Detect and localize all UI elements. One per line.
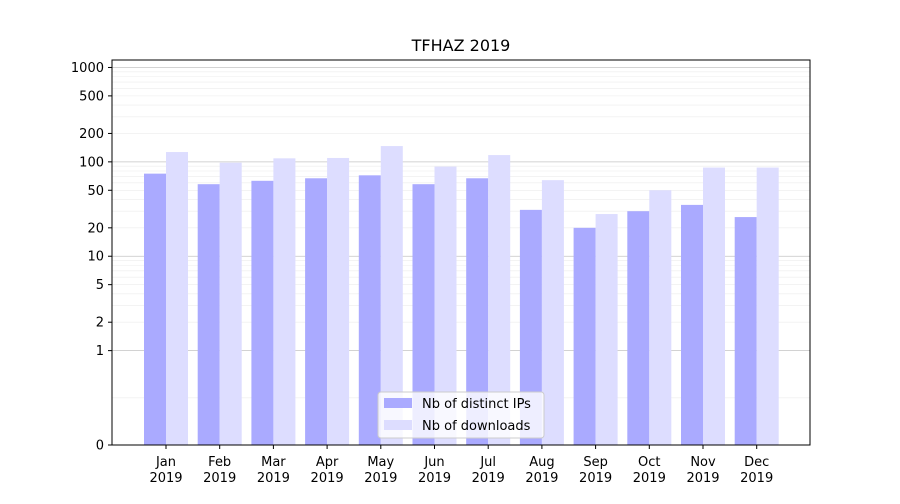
legend-swatch-distinct-ips [384,398,412,408]
y-tick-label: 100 [79,155,104,170]
bar-distinct-ips [251,180,274,445]
bar-downloads [756,167,779,445]
y-tick-label: 1 [96,344,104,359]
x-tick-label: Jul 2019 [472,455,505,486]
x-tick-label: Apr 2019 [311,455,344,486]
x-tick-label: Jun 2019 [418,455,451,486]
bar-downloads [219,162,242,445]
bar-layer [144,146,779,446]
y-tick-label: 200 [79,127,104,142]
y-tick-label: 5 [96,278,104,293]
bar-distinct-ips [734,217,757,445]
x-tick-label: Jan 2019 [149,455,182,486]
bar-downloads [327,157,350,445]
bar-distinct-ips [681,204,703,445]
y-tick-label: 10 [87,250,104,265]
x-tick-label: Oct 2019 [633,455,666,486]
bar-distinct-ips [627,211,650,445]
bar-downloads [488,155,511,445]
y-tick-label: 2 [96,316,104,331]
x-tick-label: Sep 2019 [579,455,612,486]
bar-distinct-ips [197,184,220,445]
plot-frame [111,59,811,446]
bar-downloads [166,152,188,445]
bar-downloads [434,166,457,446]
y-tick-label: 0 [96,439,104,454]
x-tick-label: Nov 2019 [686,455,719,486]
bar-downloads [380,146,403,446]
bar-downloads [273,158,296,445]
bar-distinct-ips [305,178,328,445]
x-tick-label: Mar 2019 [257,455,290,486]
y-tick-label: 500 [79,89,104,104]
legend-box [377,391,545,439]
bar-distinct-ips [519,209,542,445]
bar-distinct-ips [573,227,596,445]
bar-downloads [541,180,564,445]
x-tick-label: Feb 2019 [203,455,236,486]
legend-label-distinct-ips: Nb of distinct IPs [422,397,531,412]
y-tick-label: 50 [87,184,104,199]
axis-layer: 0 1 2 5 10 20 50 100 200 500 1000 Jan 2019 Feb 2019 Mar… [71,61,773,486]
chart-title: TFHAZ 2019 [411,36,511,55]
bar-distinct-ips [358,175,381,446]
x-tick-label: May 2019 [364,455,397,486]
x-tick-label: Dec 2019 [740,455,773,486]
bar-downloads [703,167,725,445]
bar-downloads [595,214,618,445]
legend-swatch-downloads [384,420,412,430]
legend-label-downloads: Nb of downloads [422,419,531,434]
bar-distinct-ips [466,178,489,445]
x-tick-label: Aug 2019 [525,455,558,486]
bar-downloads [649,190,672,445]
y-tick-label: 1000 [71,61,104,76]
bar-distinct-ips [144,173,166,446]
legend: Nb of distinct IPs Nb of downloads [377,391,545,439]
bar-distinct-ips [412,184,435,445]
y-tick-label: 20 [87,221,104,236]
